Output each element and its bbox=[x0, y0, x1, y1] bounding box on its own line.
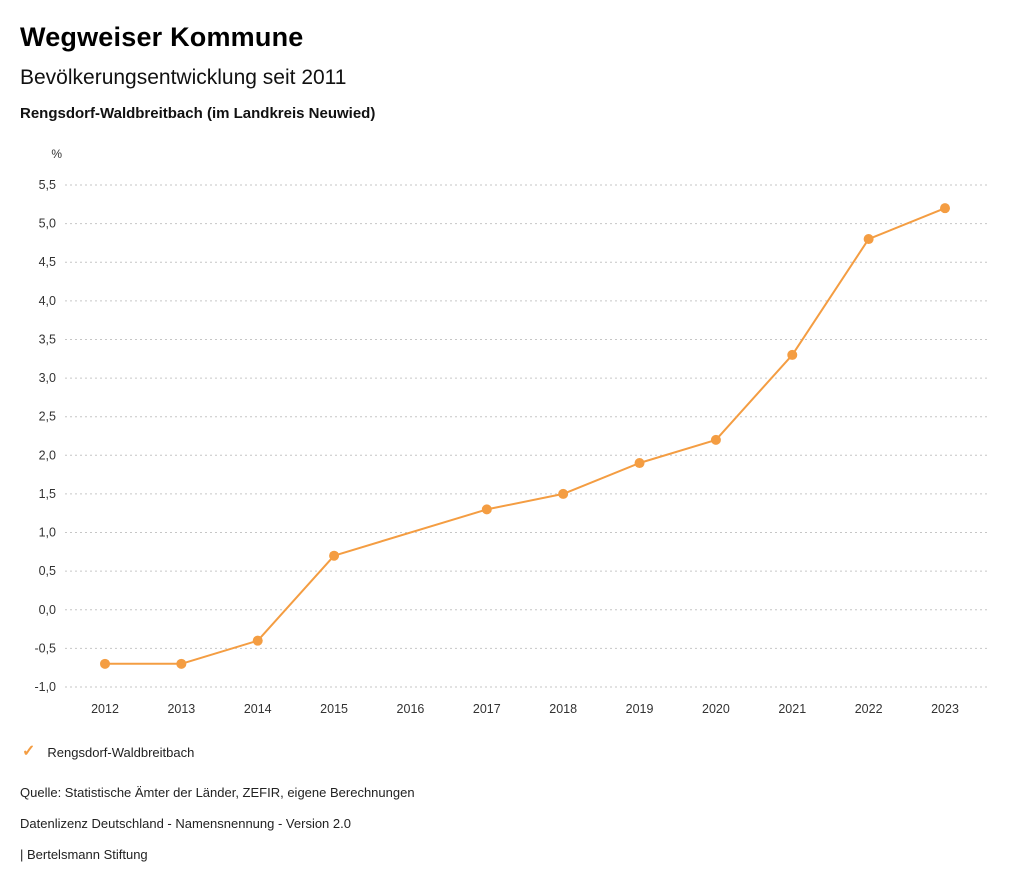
x-tick-label: 2016 bbox=[397, 702, 425, 716]
x-tick-label: 2019 bbox=[626, 702, 654, 716]
x-tick-label: 2020 bbox=[702, 702, 730, 716]
check-icon: ✓ bbox=[22, 743, 36, 760]
y-tick-label: 2,0 bbox=[39, 448, 56, 462]
y-axis-unit-label: % bbox=[51, 147, 62, 161]
data-point[interactable] bbox=[940, 203, 950, 214]
data-point[interactable] bbox=[787, 349, 798, 360]
x-tick-label: 2018 bbox=[549, 702, 577, 716]
attribution-text: | Bertelsmann Stiftung bbox=[20, 847, 148, 862]
x-tick-label: 2021 bbox=[778, 702, 806, 716]
y-tick-label: 2,5 bbox=[39, 410, 56, 424]
y-tick-label: 3,5 bbox=[39, 332, 56, 346]
y-tick-label: 0,5 bbox=[39, 564, 56, 578]
data-point[interactable] bbox=[634, 458, 645, 469]
y-tick-label: 0,0 bbox=[39, 603, 56, 617]
y-tick-label: 5,0 bbox=[39, 217, 56, 231]
series-line bbox=[104, 207, 946, 665]
y-tick-label: -0,5 bbox=[34, 641, 56, 655]
data-point[interactable] bbox=[710, 434, 721, 445]
x-tick-label: 2017 bbox=[473, 702, 501, 716]
data-point[interactable] bbox=[252, 635, 263, 646]
y-tick-label: 4,5 bbox=[39, 255, 56, 269]
y-tick-label: 1,5 bbox=[39, 487, 56, 501]
chart-canvas: % 5,5 5,0 4,5 4,0 3,5 3,0 2,5 2,0 1,5 1,0 0,5 0,0 -0,… bbox=[34, 147, 990, 716]
chart-title: Bevölkerungsentwicklung seit 2011 bbox=[20, 66, 347, 89]
license-text: Datenlizenz Deutschland - Namensnennung … bbox=[20, 816, 351, 831]
source-text: Quelle: Statistische Ämter der Länder, Z… bbox=[20, 785, 415, 800]
legend-label: Rengsdorf-Waldbreitbach bbox=[47, 744, 195, 760]
y-tick-label: 5,5 bbox=[39, 178, 56, 192]
data-point[interactable] bbox=[176, 658, 187, 669]
x-tick-label: 2013 bbox=[167, 702, 195, 716]
line-chart: % 5,5 5,0 4,5 4,0 3,5 3,0 2,5 2,0 1,5 1,0 0,5 0,0 -0,… bbox=[0, 140, 1024, 740]
x-tick-label: 2023 bbox=[931, 702, 959, 716]
data-point[interactable] bbox=[558, 488, 569, 499]
app-title: Wegweiser Kommune bbox=[20, 22, 304, 52]
data-point[interactable] bbox=[481, 504, 492, 515]
y-tick-label: -1,0 bbox=[34, 680, 56, 694]
legend-item-rengsdorf[interactable]: ✓ Rengsdorf-Waldbreitbach bbox=[22, 744, 194, 760]
x-tick-label: 2014 bbox=[244, 702, 272, 716]
y-tick-label: 1,0 bbox=[39, 526, 56, 540]
data-point[interactable] bbox=[863, 234, 874, 245]
y-tick-label: 3,0 bbox=[39, 371, 56, 385]
data-point[interactable] bbox=[329, 550, 340, 561]
x-tick-label: 2022 bbox=[855, 702, 883, 716]
x-tick-label: 2012 bbox=[91, 702, 119, 716]
x-tick-label: 2015 bbox=[320, 702, 348, 716]
data-point[interactable] bbox=[100, 658, 110, 669]
y-tick-label: 4,0 bbox=[39, 294, 56, 308]
region-subtitle: Rengsdorf-Waldbreitbach (im Landkreis Ne… bbox=[20, 105, 376, 122]
